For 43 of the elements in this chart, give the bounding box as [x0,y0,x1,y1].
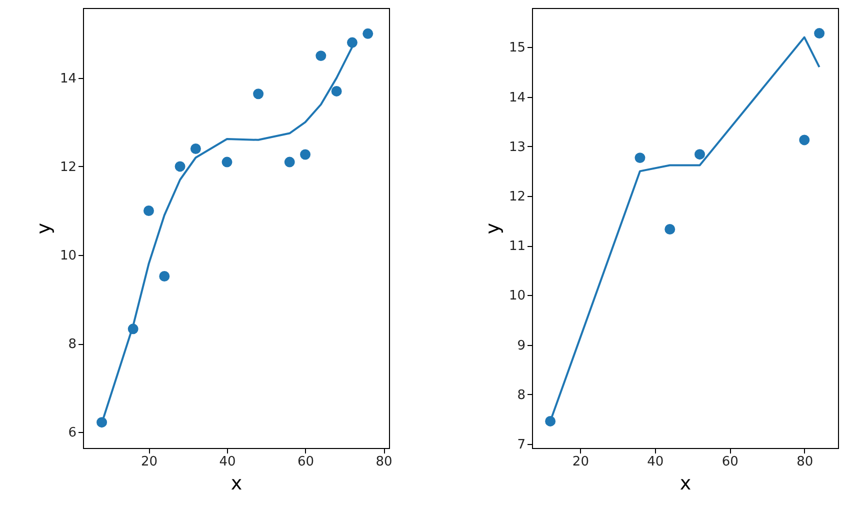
point [331,86,342,96]
x-tick-label: 60 [297,454,314,470]
point [222,156,232,168]
y-tick-label: 6 [68,426,76,441]
point [814,28,825,39]
y-tick-label: 9 [517,338,526,354]
point [300,149,311,160]
point [634,152,646,164]
point [316,50,326,62]
y-axis-title: y [32,222,55,234]
point [174,161,186,172]
x-axis-title: x [230,472,242,494]
y-tick-label: 12 [508,190,526,205]
point [159,271,170,282]
point [694,149,705,160]
point [664,224,676,234]
y-tick-label: 7 [517,438,526,453]
x-tick-label: 40 [219,454,236,470]
y-tick-label: 14 [508,90,526,106]
point [346,37,358,48]
y-tick-label: 14 [60,71,76,86]
x-tick-label: 80 [796,454,814,470]
y-tick-label: 10 [508,288,526,304]
y-axis-title: y [482,222,504,234]
x-tick-label: 20 [140,454,158,470]
point [362,28,374,39]
point [143,206,154,216]
x-tick-label: 20 [572,454,589,470]
x-tick-label: 80 [376,454,392,470]
y-tick-label: 8 [517,388,526,403]
y-tick-label: 12 [60,160,76,175]
y-tick-label: 13 [508,140,526,155]
point [190,144,201,154]
y-tick-label: 8 [68,337,76,352]
x-tick-label: 40 [647,454,664,470]
x-axis-title: x [680,472,692,494]
y-tick-label: 11 [508,239,526,254]
y-tick-label: 10 [60,248,76,264]
point [253,88,264,100]
y-tick-label: 15 [508,40,526,56]
point [284,156,295,168]
x-tick-label: 60 [722,454,738,470]
point [799,134,810,146]
